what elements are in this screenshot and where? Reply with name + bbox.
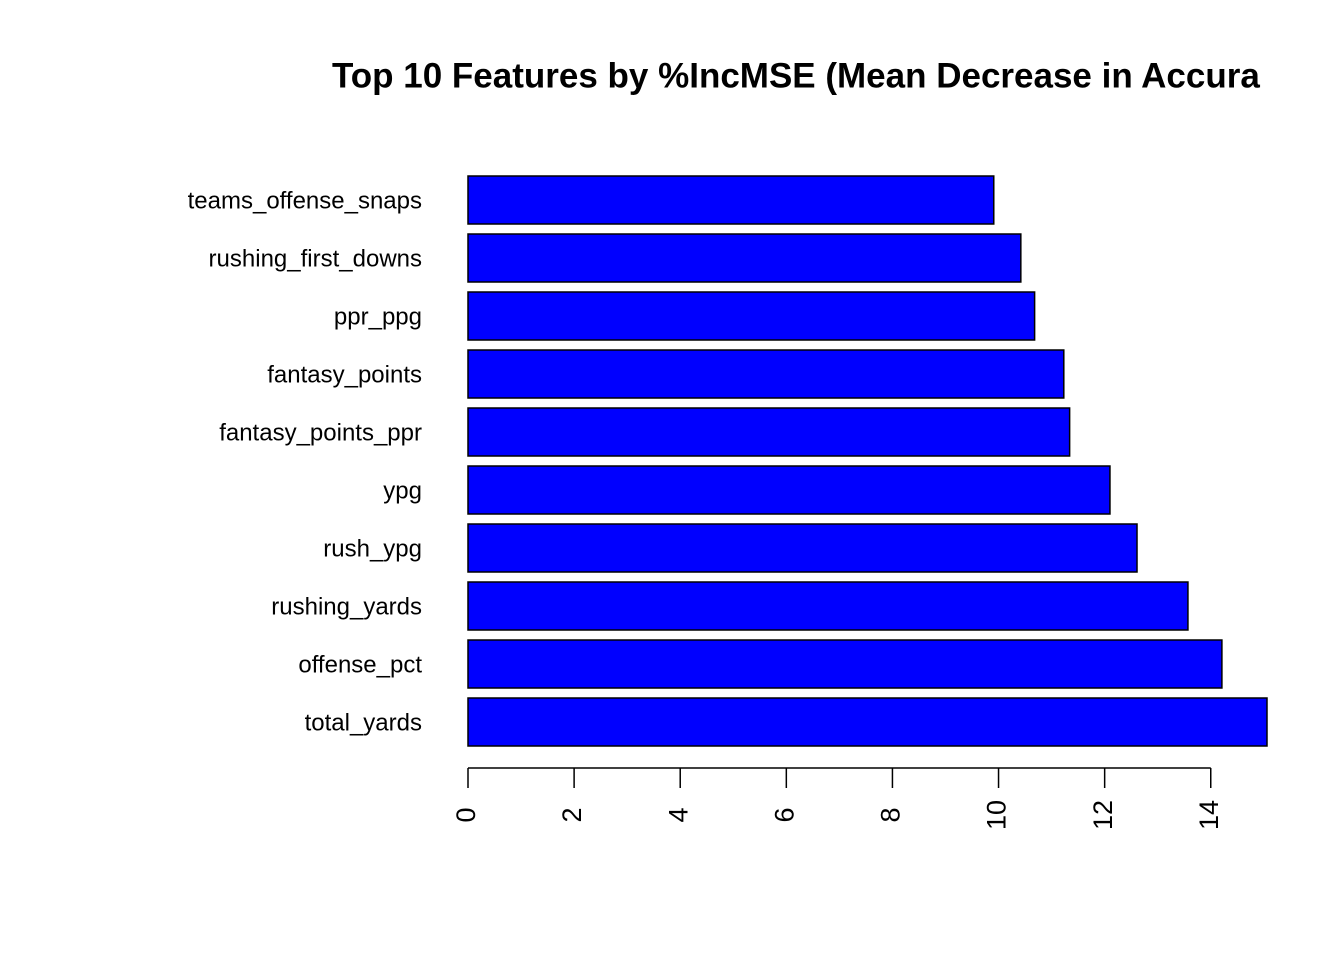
x-tick-label: 10 [982, 800, 1012, 830]
y-tick-label: rushing_yards [271, 593, 422, 620]
y-tick-label: rush_ypg [323, 535, 422, 562]
bar [467, 349, 1065, 399]
chart-title: Top 10 Features by %IncMSE (Mean Decreas… [332, 56, 1260, 95]
x-tick-label: 14 [1194, 800, 1224, 830]
x-tick-label: 8 [876, 807, 906, 822]
bar [467, 233, 1022, 283]
bar [467, 465, 1111, 515]
bar [467, 697, 1268, 747]
y-tick-label: ypg [383, 477, 422, 504]
bar [467, 523, 1138, 573]
y-tick-label: total_yards [305, 709, 422, 736]
bar [467, 407, 1071, 457]
x-tick-label: 0 [451, 807, 481, 822]
bar [467, 291, 1036, 341]
y-tick-label: offense_pct [298, 651, 422, 678]
x-tick-label: 6 [769, 807, 799, 822]
x-tick-label: 12 [1088, 800, 1118, 830]
x-tick-label: 2 [557, 807, 587, 822]
bar [467, 175, 995, 225]
y-tick-label: fantasy_points [267, 361, 422, 388]
bar [467, 639, 1223, 689]
y-tick-label: ppr_ppg [334, 303, 422, 330]
y-tick-label: teams_offense_snaps [188, 187, 422, 214]
y-tick-label: rushing_first_downs [209, 245, 422, 272]
bar [467, 581, 1189, 631]
y-tick-label: fantasy_points_ppr [219, 419, 422, 446]
x-tick-label: 4 [663, 807, 693, 822]
